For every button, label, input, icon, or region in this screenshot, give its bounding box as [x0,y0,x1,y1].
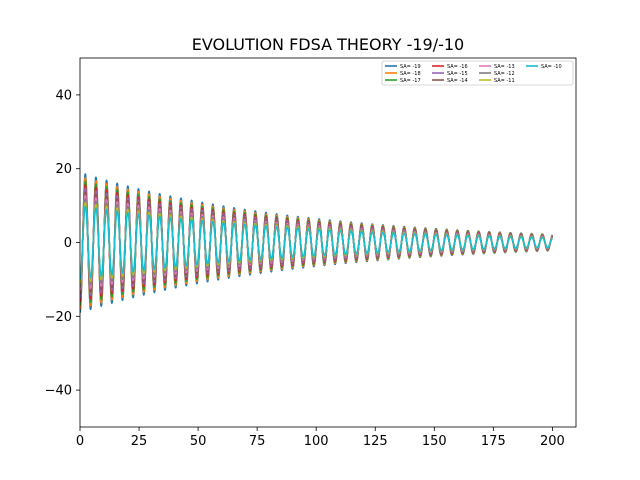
legend-label: SA= -11 [494,78,515,84]
y-tick-label: 20 [55,162,72,177]
legend-label: SA= -13 [494,64,515,70]
legend-label: SA= -17 [400,78,421,84]
x-tick-label: 0 [76,434,84,449]
series-group [80,173,554,313]
x-tick-label: 25 [131,434,148,449]
x-tick-label: 150 [422,434,447,449]
series-line [80,205,553,280]
x-tick-label: 175 [481,434,506,449]
legend-label: SA= -15 [447,71,468,77]
x-tick-label: 125 [363,434,388,449]
legend-label: SA= -12 [494,71,515,77]
chart-title: EVOLUTION FDSA THEORY -19/-10 [192,35,464,54]
x-tick-label: 50 [190,434,207,449]
y-tick-label: −40 [45,384,72,399]
x-tick-label: 100 [304,434,329,449]
plot-area [80,173,554,313]
y-tick-label: 40 [55,88,72,103]
legend-label: SA= -19 [400,64,421,70]
x-tick-label: 200 [540,434,565,449]
legend-label: SA= -16 [447,64,468,70]
x-tick-label: 75 [249,434,266,449]
y-tick-label: −20 [45,310,72,325]
y-tick-label: 0 [64,236,72,251]
legend-label: SA= -10 [541,64,562,70]
y-axis: −40 −20 0 20 40 [45,88,80,399]
legend-label: SA= -18 [400,71,421,77]
legend-label: SA= -14 [447,78,468,84]
x-axis: 0 25 50 75 100 125 150 175 200 [76,427,565,449]
legend-box [381,60,574,86]
